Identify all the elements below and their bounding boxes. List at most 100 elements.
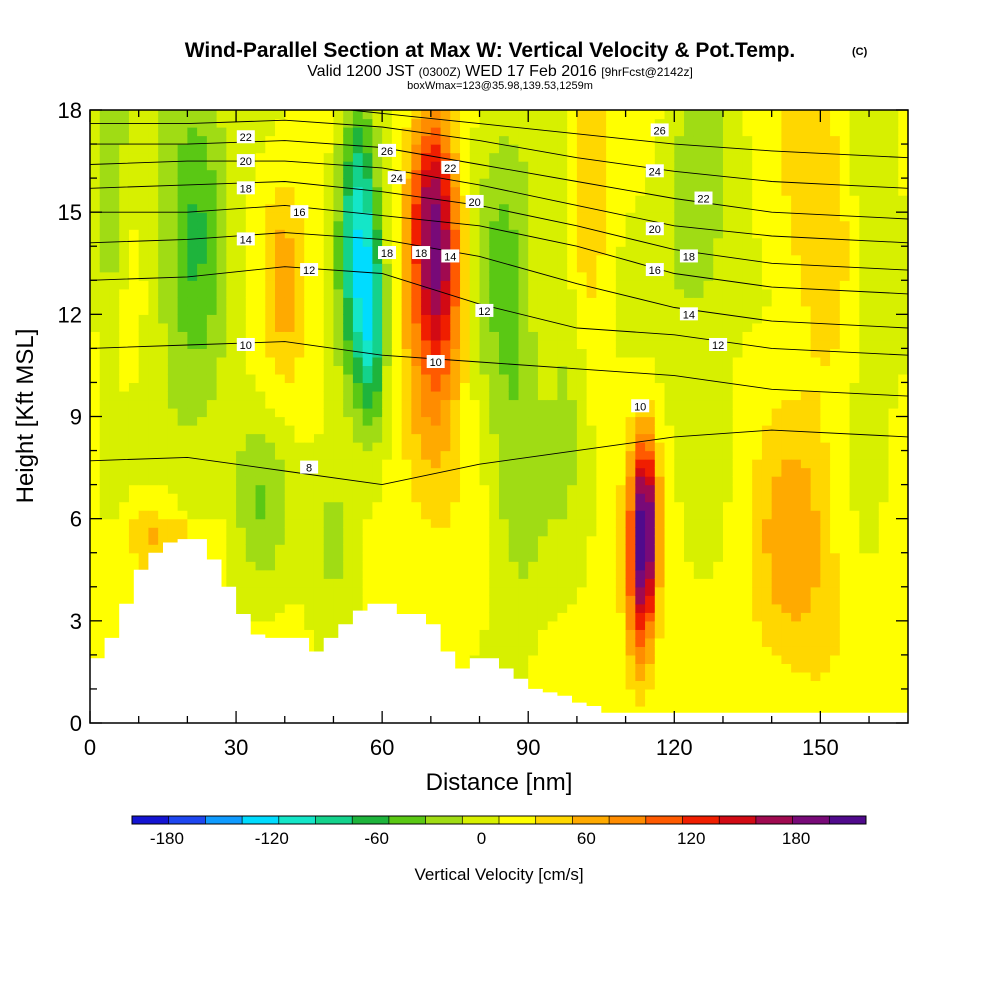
field-cell (265, 535, 276, 545)
field-cell (508, 237, 520, 247)
field-cell (722, 161, 734, 171)
field-cell (469, 399, 481, 409)
field-cell (450, 365, 461, 375)
field-cell (469, 637, 481, 647)
field-cell (674, 203, 685, 213)
field-cell (722, 186, 734, 196)
field-cell (625, 220, 636, 230)
field-cell (508, 450, 520, 460)
field-cell (615, 501, 627, 511)
field-cell (304, 450, 315, 460)
field-cell (567, 254, 578, 264)
field-cell (352, 544, 364, 554)
field-cell (557, 229, 568, 239)
field-cell (343, 569, 354, 579)
field-cell (547, 178, 559, 188)
field-cell (654, 280, 666, 290)
field-cell (323, 314, 335, 324)
field-cell (479, 637, 490, 647)
field-cell (606, 169, 617, 179)
field-cell (343, 407, 354, 418)
field-cell (489, 467, 500, 477)
field-cell (138, 348, 150, 358)
field-cell (362, 203, 374, 213)
field-cell (722, 459, 734, 469)
field-cell (761, 603, 773, 613)
field-cell (158, 476, 169, 486)
field-cell (333, 339, 344, 349)
field-cell (615, 118, 627, 128)
field-cell (645, 688, 656, 699)
field-cell (216, 544, 227, 554)
field-cell (537, 425, 549, 435)
field-cell (489, 195, 500, 205)
field-cell (206, 484, 218, 494)
field-cell (615, 212, 627, 222)
field-cell (236, 356, 247, 367)
field-cell (158, 161, 169, 171)
field-cell (391, 339, 403, 349)
field-cell (148, 518, 159, 528)
field-cell (450, 220, 461, 230)
field-cell (128, 382, 140, 392)
field-cell (732, 680, 744, 690)
field-cell (489, 544, 500, 554)
field-cell (109, 203, 120, 213)
field-cell (421, 612, 432, 622)
field-cell (479, 169, 490, 179)
field-cell (411, 450, 422, 460)
field-cell (226, 501, 237, 511)
field-cell (333, 144, 344, 154)
field-cell (304, 373, 315, 384)
field-cell (450, 578, 461, 588)
field-cell (391, 552, 403, 562)
field-cell (275, 178, 286, 188)
field-cell (411, 297, 422, 307)
field-cell (128, 314, 140, 324)
field-cell (284, 365, 296, 375)
field-cell (615, 220, 627, 230)
field-cell (275, 169, 286, 179)
field-cell (236, 195, 247, 205)
field-cell (128, 331, 140, 341)
field-cell (304, 484, 315, 494)
field-cell (567, 322, 578, 332)
field-cell (197, 271, 208, 281)
field-cell (138, 501, 150, 511)
field-cell (216, 152, 227, 162)
field-cell (547, 305, 559, 315)
field-cell (265, 254, 276, 264)
field-cell (187, 314, 198, 324)
field-cell (547, 527, 559, 537)
field-cell (245, 518, 257, 528)
field-cell (528, 646, 539, 656)
field-cell (401, 535, 412, 545)
field-cell (401, 331, 412, 341)
field-cell (352, 518, 364, 528)
field-cell (732, 339, 744, 349)
field-cell (313, 339, 325, 349)
field-cell (722, 450, 734, 460)
field-cell (693, 135, 705, 145)
field-cell (586, 450, 597, 460)
field-cell (684, 688, 695, 699)
field-cell (323, 425, 335, 435)
field-cell (90, 297, 101, 307)
field-cell (275, 484, 286, 494)
field-cell (460, 612, 471, 622)
field-cell (333, 578, 344, 588)
field-cell (323, 322, 335, 332)
field-cell (440, 501, 451, 511)
field-cell (323, 399, 335, 409)
field-cell (528, 450, 539, 460)
field-cell (596, 476, 607, 486)
field-cell (606, 442, 617, 452)
field-cell (606, 152, 617, 162)
field-cell (167, 433, 179, 443)
field-cell (372, 348, 383, 358)
field-cell (148, 390, 159, 401)
field-cell (615, 110, 627, 120)
field-cell (245, 527, 257, 537)
field-cell (236, 603, 247, 613)
field-cell (615, 229, 627, 239)
